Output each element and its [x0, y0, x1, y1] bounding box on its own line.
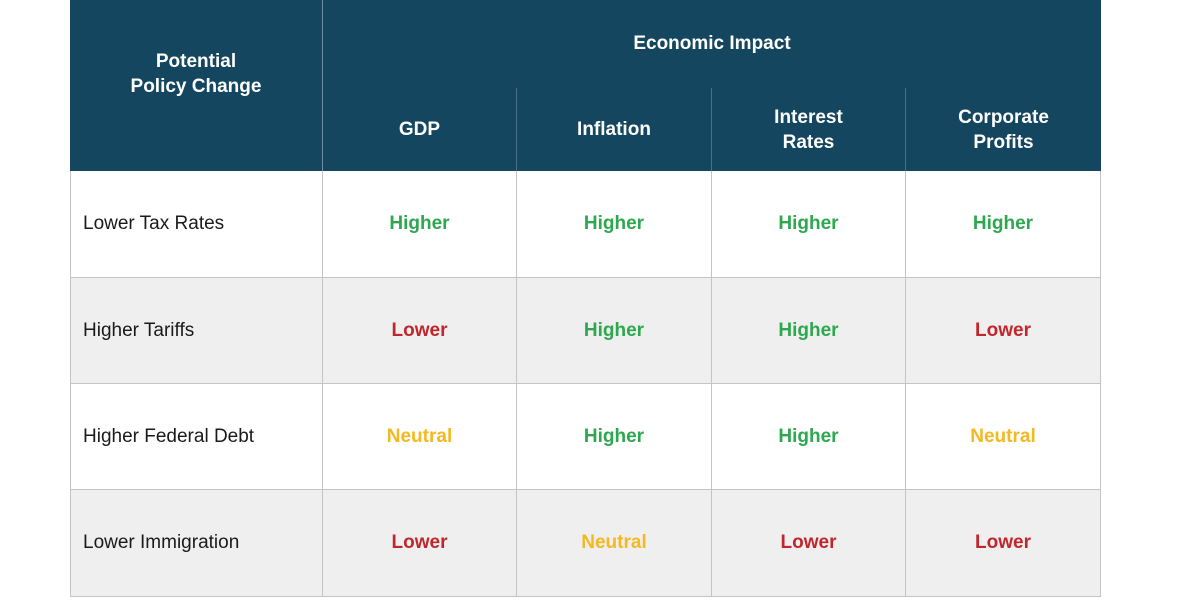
impact-value: Higher: [712, 171, 906, 278]
header-group: Economic Impact: [633, 32, 791, 54]
impact-value: Neutral: [323, 384, 517, 490]
row-policy: Higher Tariffs: [70, 278, 323, 384]
header-column: Interest Rates: [712, 88, 906, 171]
impact-value: Higher: [712, 278, 906, 384]
impact-value: Lower: [323, 278, 517, 384]
row-policy: Higher Federal Debt: [70, 384, 323, 490]
impact-value: Lower: [323, 490, 517, 597]
impact-value: Higher: [323, 171, 517, 278]
impact-value: Lower: [712, 490, 906, 597]
header-column: Inflation: [517, 88, 712, 171]
header-column: GDP: [323, 88, 517, 171]
header-bg: [70, 0, 1101, 171]
impact-value: Higher: [517, 171, 712, 278]
impact-value: Higher: [712, 384, 906, 490]
header-column: Corporate Profits: [958, 106, 1049, 153]
impact-value: Higher: [517, 384, 712, 490]
impact-value: Lower: [906, 278, 1101, 384]
row-policy: Lower Immigration: [70, 490, 323, 597]
impact-value: Higher: [906, 171, 1101, 278]
row-policy: Lower Tax Rates: [70, 171, 323, 278]
impact-value: Higher: [517, 278, 712, 384]
impact-value: Neutral: [906, 384, 1101, 490]
header-policy: Potential Policy Change: [70, 0, 323, 171]
impact-value: Neutral: [517, 490, 712, 597]
impact-value: Lower: [906, 490, 1101, 597]
